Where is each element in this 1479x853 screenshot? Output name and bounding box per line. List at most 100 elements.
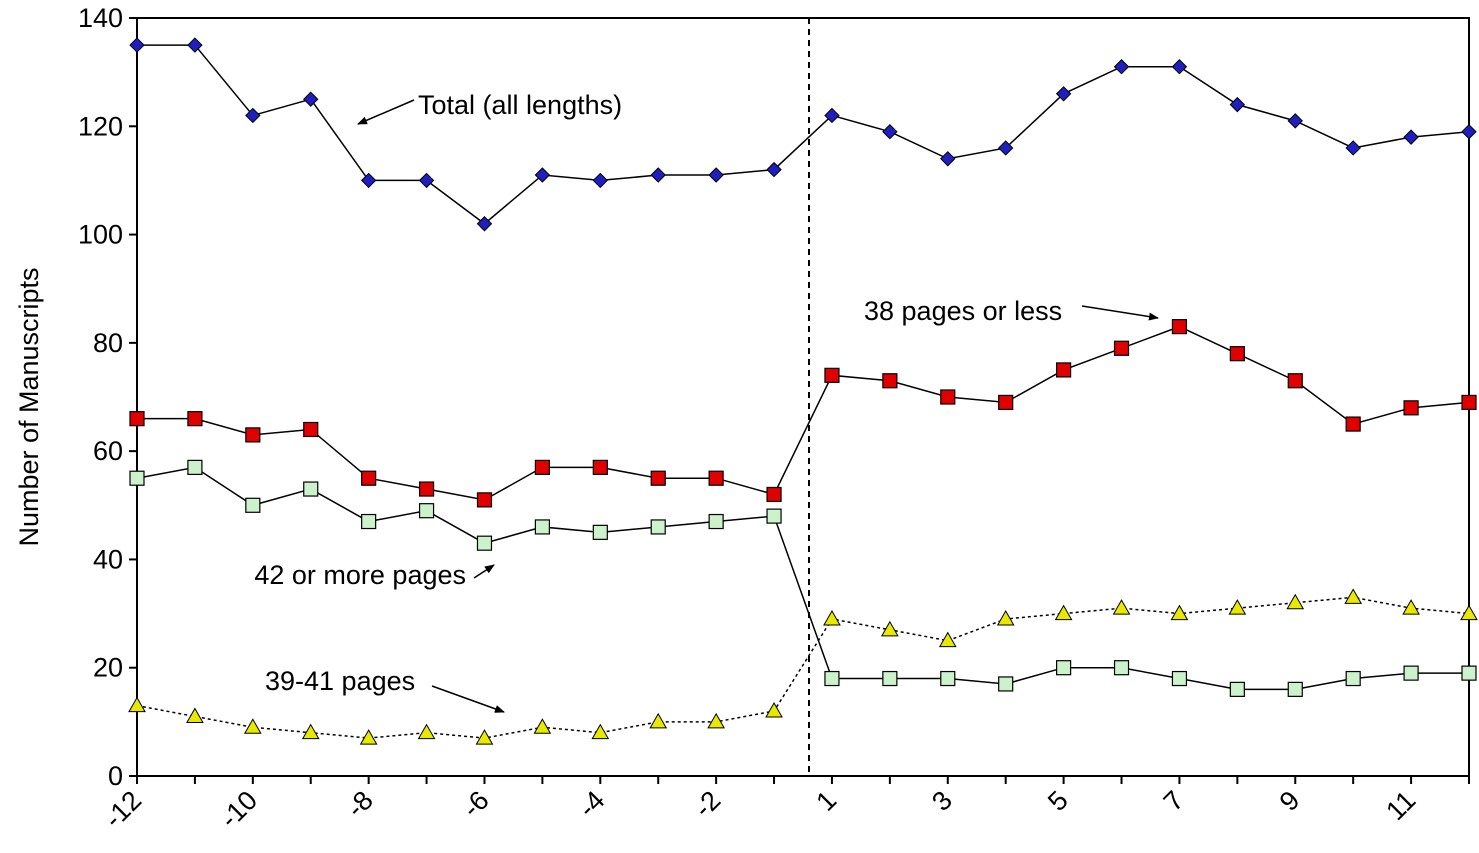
series-1	[129, 319, 1477, 508]
data-point-square	[882, 373, 898, 389]
data-point-diamond	[245, 107, 261, 124]
data-point-triangle	[533, 718, 552, 734]
y-tick-label: 60	[93, 436, 123, 466]
data-point-square	[1461, 665, 1477, 681]
annotations-layer: Total (all lengths) 38 pages or less 42 or…	[254, 90, 1159, 713]
data-point-square	[245, 427, 261, 443]
annotation: 42 or more pages	[254, 560, 495, 590]
y-axis: 0 20 40 60 80 100 120 140	[78, 3, 137, 791]
data-point-diamond	[187, 37, 203, 53]
data-point-diamond	[129, 37, 145, 53]
x-axis: -12 -10 -8 -6 -4 -2 1 3 5 7 9 11	[98, 776, 1470, 834]
series-layer	[128, 37, 1478, 745]
data-point-diamond	[1345, 140, 1361, 156]
data-point-square	[650, 470, 666, 486]
series-line	[136, 466, 1469, 691]
y-tick-label: 40	[93, 544, 123, 574]
data-point-square	[303, 481, 319, 497]
series-3	[128, 588, 1478, 745]
data-point-square	[1287, 681, 1303, 697]
data-point-diamond	[534, 167, 551, 183]
data-point-diamond	[303, 91, 319, 107]
data-point-square	[476, 535, 493, 551]
annotation-label: 42 or more pages	[254, 560, 466, 590]
data-point-square	[1229, 681, 1245, 697]
data-point-triangle	[359, 729, 378, 745]
x-tick-label: -10	[214, 785, 263, 834]
data-point-square	[129, 411, 145, 427]
data-point-triangle	[417, 723, 436, 740]
annotation-label: Total (all lengths)	[418, 90, 622, 120]
series-line	[137, 44, 1470, 225]
data-point-diamond	[824, 107, 840, 124]
data-point-square	[650, 519, 666, 535]
data-point-diamond	[418, 172, 435, 189]
data-point-diamond	[1171, 59, 1188, 75]
data-point-square	[418, 481, 435, 497]
annotation: 38 pages or less	[864, 296, 1159, 326]
data-point-square	[1056, 362, 1072, 378]
data-point-triangle	[707, 712, 725, 729]
data-point-diamond	[1229, 96, 1246, 113]
data-point-square	[998, 676, 1014, 692]
data-point-square	[1171, 319, 1188, 335]
series-0	[129, 37, 1477, 232]
x-tick-label: -12	[98, 785, 147, 834]
y-tick-label: 100	[78, 220, 123, 250]
data-point-square	[534, 519, 550, 535]
x-tick-label: 1	[810, 785, 842, 817]
annotation-label: 39-41 pages	[265, 666, 415, 696]
data-point-triangle	[649, 712, 668, 729]
data-point-square	[361, 470, 377, 486]
data-point-triangle	[186, 707, 204, 723]
annotation-label: 38 pages or less	[864, 296, 1062, 326]
data-point-square	[940, 389, 956, 405]
data-point-square	[418, 503, 435, 519]
data-point-diamond	[1403, 129, 1419, 145]
data-point-square	[1403, 400, 1419, 416]
data-point-diamond	[650, 167, 666, 183]
annotation-arrow	[431, 685, 505, 713]
annotation-arrow	[357, 99, 415, 125]
data-point-square	[1113, 660, 1130, 676]
data-point-square	[187, 411, 203, 427]
x-tick-label: -8	[341, 785, 379, 823]
data-point-square	[824, 367, 840, 383]
data-point-diamond	[1113, 59, 1130, 75]
plot-area-frame	[136, 17, 1470, 777]
data-point-triangle	[128, 696, 146, 713]
data-point-square	[592, 524, 608, 540]
data-point-diamond	[360, 172, 377, 189]
data-point-square	[361, 513, 377, 530]
data-point-square	[1056, 660, 1072, 676]
data-point-square	[1171, 670, 1188, 687]
data-point-square	[592, 459, 608, 475]
series-2	[129, 459, 1477, 697]
data-point-square	[1287, 373, 1303, 389]
x-tick-label: 5	[1042, 785, 1074, 817]
data-point-square	[534, 459, 550, 475]
data-point-triangle	[1402, 599, 1420, 615]
annotation-arrow	[473, 564, 495, 579]
data-point-diamond	[766, 161, 782, 178]
data-point-triangle	[591, 723, 610, 740]
data-point-triangle	[1054, 604, 1073, 621]
annotation: Total (all lengths)	[357, 90, 622, 125]
y-tick-label: 120	[78, 111, 123, 141]
data-point-square	[129, 470, 145, 486]
data-point-diamond	[592, 172, 609, 189]
data-point-diamond	[1461, 123, 1477, 140]
x-tick-label: -2	[688, 785, 726, 823]
data-point-triangle	[1228, 599, 1247, 615]
y-tick-label: 20	[93, 653, 123, 683]
data-point-triangle	[881, 620, 899, 637]
y-tick-label: 80	[93, 328, 123, 358]
x-tick-label: 7	[1158, 785, 1190, 817]
data-point-triangle	[823, 609, 841, 626]
data-point-square	[476, 492, 493, 508]
data-point-square	[766, 486, 782, 503]
series-line	[137, 325, 1470, 501]
data-point-triangle	[243, 718, 262, 734]
x-tick-label: 11	[1380, 785, 1421, 826]
